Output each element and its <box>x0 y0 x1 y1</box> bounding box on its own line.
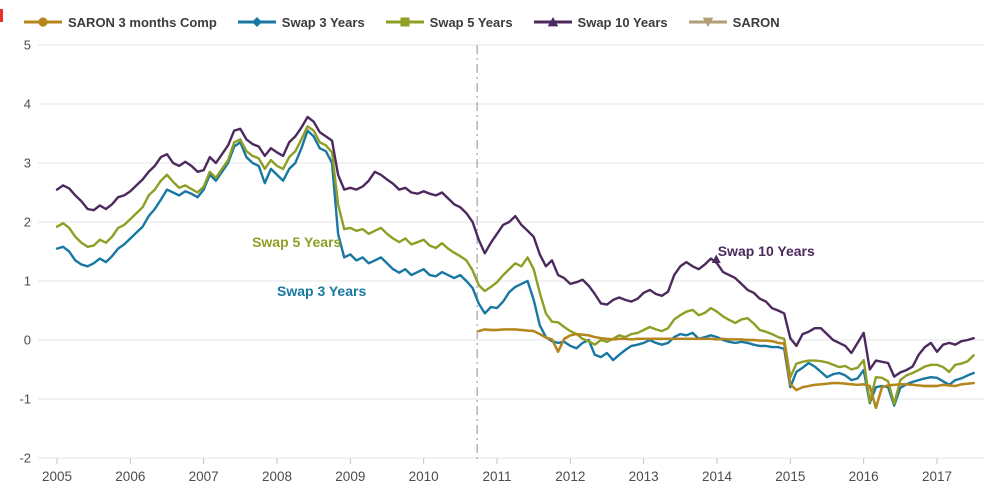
y-axis-tick-label: 4 <box>24 97 31 112</box>
y-axis-tick-label: 3 <box>24 156 31 171</box>
legend-item-swap-5-years[interactable]: Swap 5 Years <box>385 14 513 30</box>
x-axis-tick-label: 2005 <box>42 469 72 484</box>
x-axis-tick-label: 2006 <box>115 469 145 484</box>
legend-item-saron-3-months-comp[interactable]: SARON 3 months Comp <box>24 15 217 30</box>
series-annotation: Swap 10 Years <box>718 243 815 259</box>
series-line-saron-3-months-comp <box>477 328 975 410</box>
legend-label: Swap 5 Years <box>429 14 513 30</box>
series-line-swap-10-years <box>55 115 975 378</box>
legend-item-saron[interactable]: SARON <box>688 14 780 30</box>
legend-label: Swap 10 Years <box>577 14 668 30</box>
x-axis-tick-label: 2014 <box>702 469 733 484</box>
triangle-down-series-marker-icon <box>688 17 727 27</box>
x-axis-tick-label: 2017 <box>922 469 952 484</box>
x-axis-tick-label: 2007 <box>189 469 219 484</box>
legend-label: Swap 3 Years <box>281 14 365 30</box>
y-axis-tick-label: -2 <box>19 451 31 466</box>
annotation-point-marker <box>711 254 721 264</box>
square-series-marker-icon <box>385 17 424 27</box>
x-axis-tick-label: 2013 <box>629 469 659 484</box>
legend-item-swap-3-years[interactable]: Swap 3 Years <box>237 14 365 30</box>
diamond-series-marker-icon <box>237 17 276 27</box>
y-axis-tick-label: 0 <box>24 333 31 348</box>
y-axis-tick-label: 1 <box>24 274 31 289</box>
series-annotation: Swap 3 Years <box>277 283 366 299</box>
series-annotation: Swap 5 Years <box>252 234 341 250</box>
series-line-swap-3-years <box>55 129 975 407</box>
screen-artifact <box>0 9 3 22</box>
circle-series-marker-icon <box>24 17 62 27</box>
x-axis-tick-label: 2010 <box>409 469 439 484</box>
chart-legend: SARON 3 months Comp Swap 3 Years Swap 5 Ye… <box>24 12 780 32</box>
y-axis-tick-label: 5 <box>24 38 31 53</box>
x-axis-tick-label: 2008 <box>262 469 292 484</box>
x-axis-tick-label: 2015 <box>775 469 805 484</box>
y-axis-tick-label: -1 <box>19 392 31 407</box>
triangle-up-series-marker-icon <box>533 17 572 27</box>
x-axis-tick-label: 2011 <box>482 469 511 484</box>
legend-label: SARON <box>732 14 780 30</box>
x-axis-tick-label: 2016 <box>849 469 879 484</box>
x-axis-tick-label: 2009 <box>335 469 365 484</box>
y-axis-tick-label: 2 <box>24 215 31 230</box>
series-line-swap-5-years <box>55 125 975 405</box>
legend-item-swap-10-years[interactable]: Swap 10 Years <box>533 14 668 30</box>
legend-label: SARON 3 months Comp <box>68 14 217 30</box>
x-axis-tick-label: 2012 <box>555 469 585 484</box>
